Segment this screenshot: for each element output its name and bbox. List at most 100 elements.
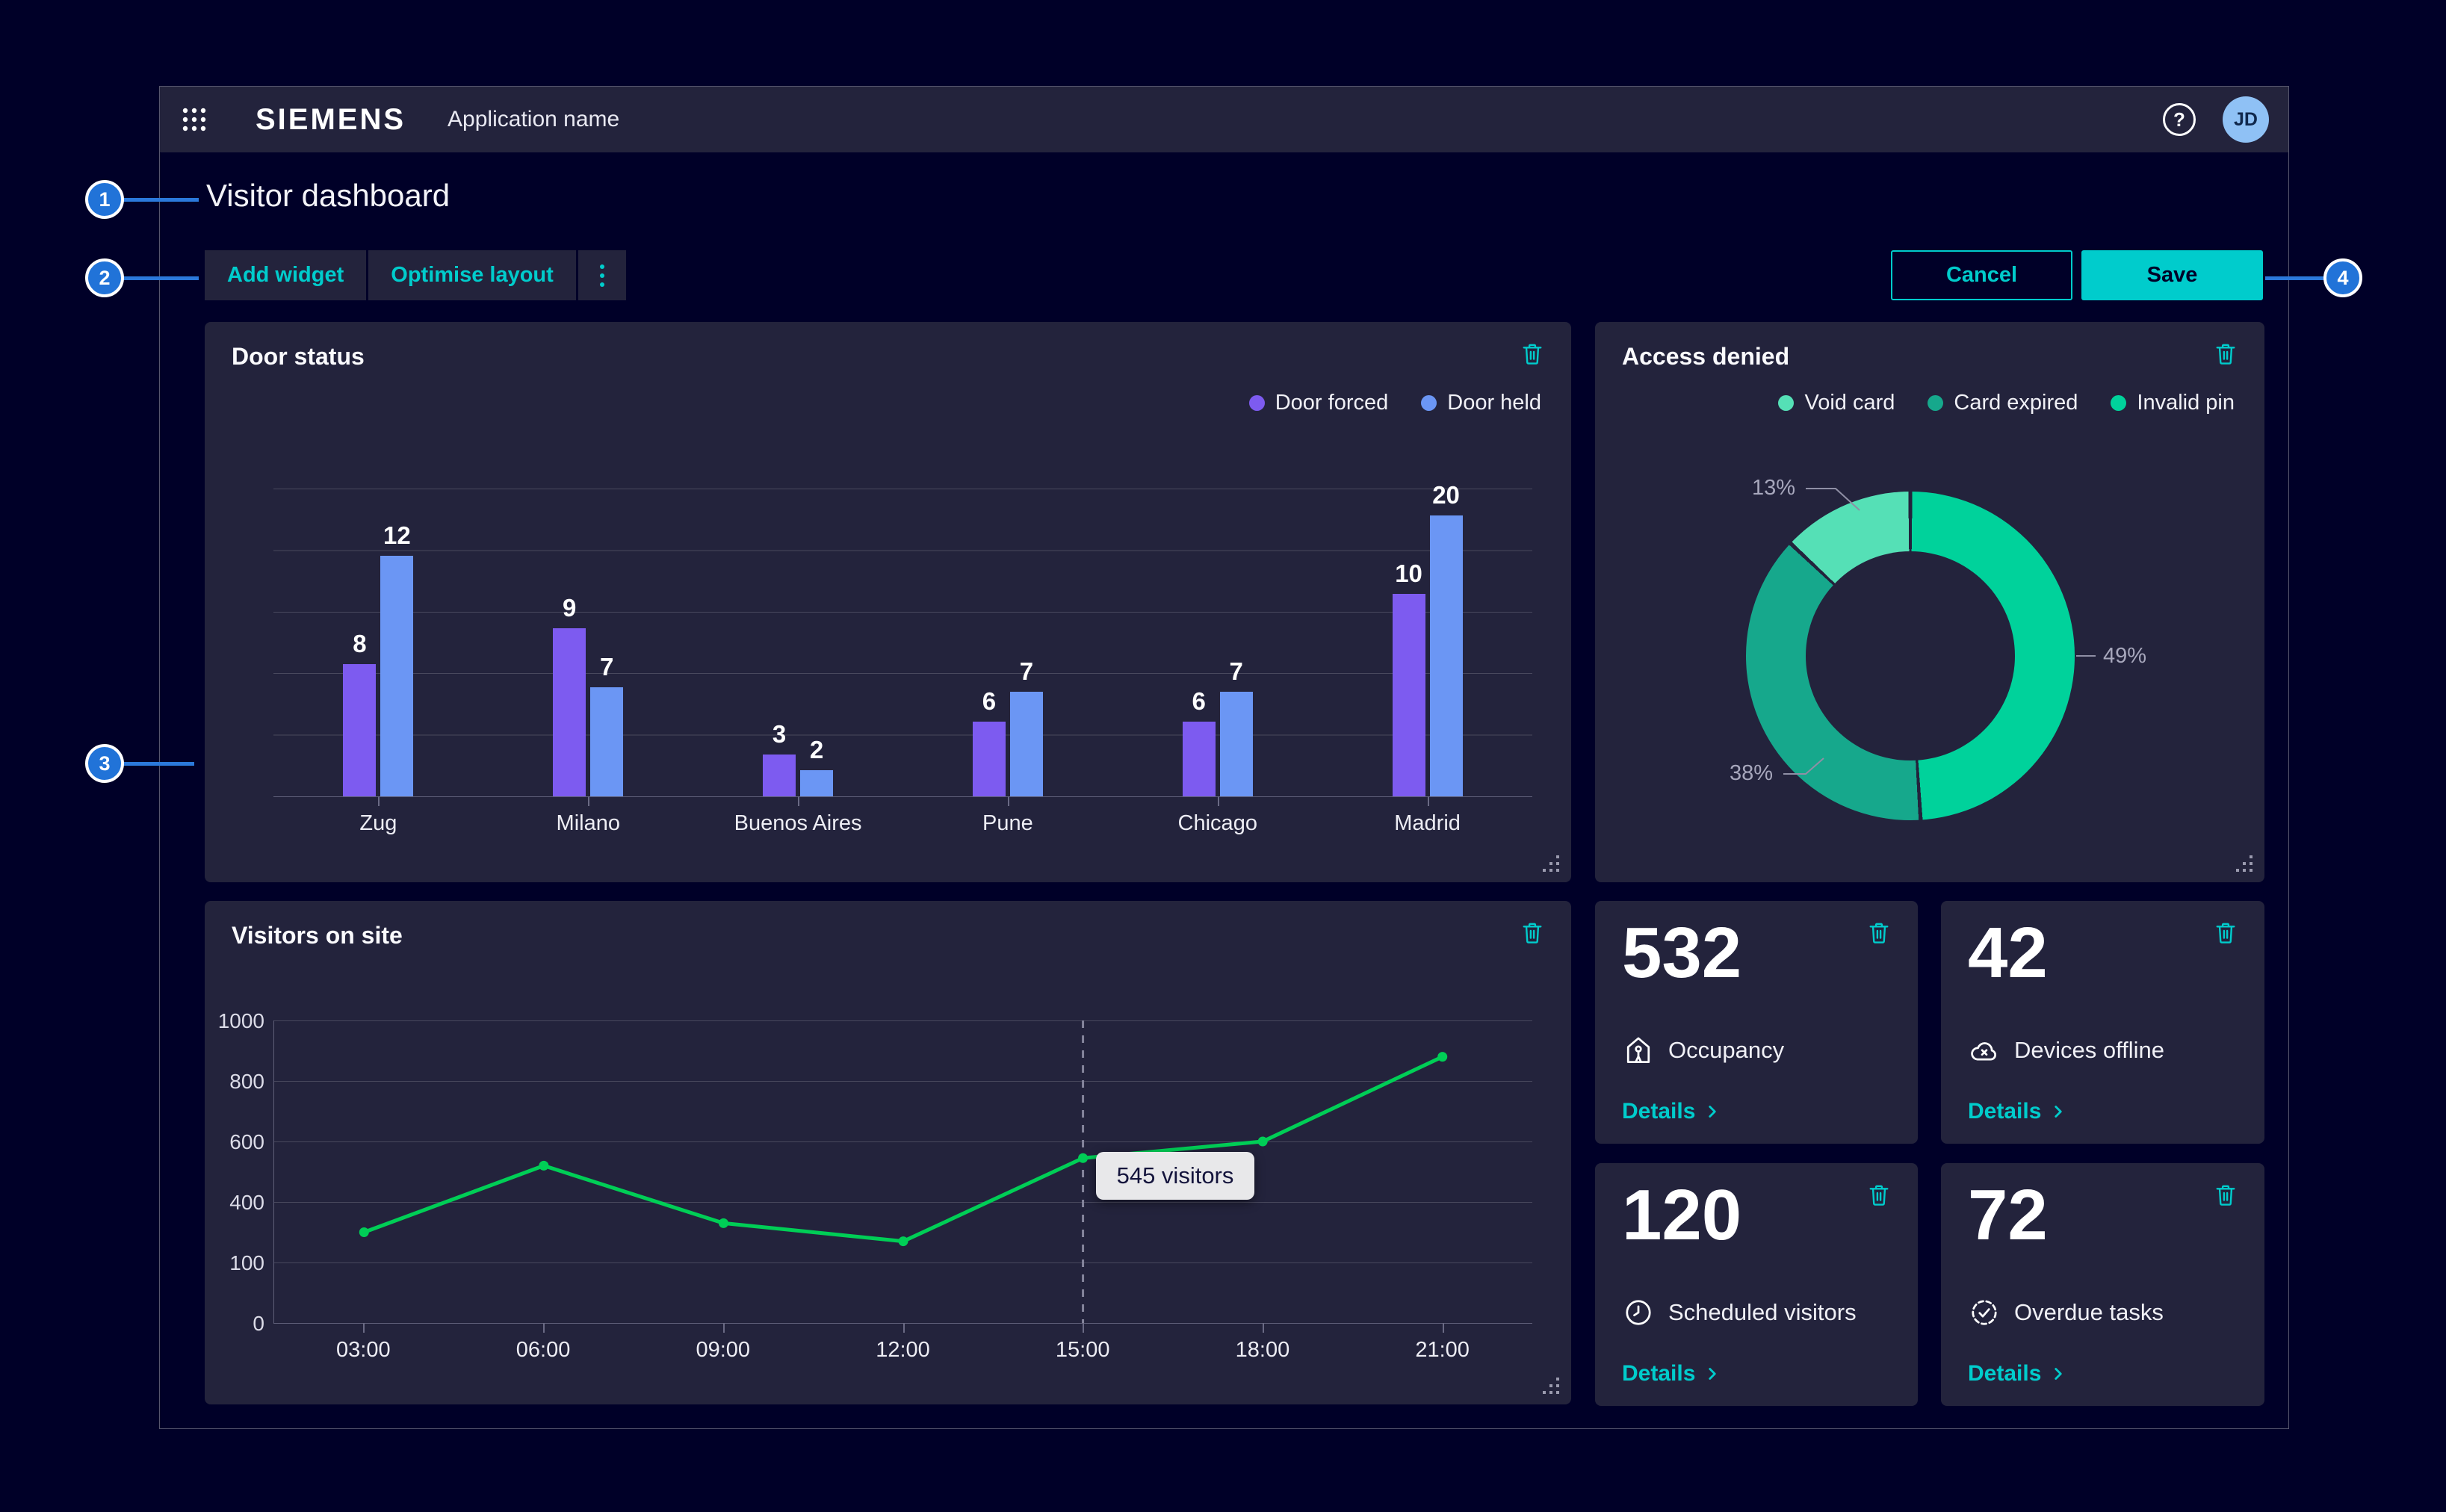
- legend-item: Door forced: [1248, 391, 1388, 415]
- bar-value-label: 7: [1229, 657, 1243, 685]
- x-axis-tick-label: 06:00: [515, 1338, 571, 1362]
- app-header: SIEMENS Application name ? JD: [160, 87, 2288, 152]
- user-avatar[interactable]: JD: [2223, 96, 2269, 143]
- application-name: Application name: [448, 107, 620, 131]
- legend-dot: [2111, 395, 2127, 411]
- legend-dot: [1778, 395, 1795, 411]
- bar-axis-ticks: [273, 796, 1532, 807]
- bar-group: 10 20: [1392, 481, 1463, 796]
- save-button[interactable]: Save: [2081, 250, 2263, 300]
- dashboard-grid: Door status Door forced Door held 8 12 9 7 3 2…: [205, 322, 2264, 1413]
- stat-value: 72: [1968, 1175, 2048, 1255]
- delete-widget-button[interactable]: [1866, 916, 1900, 950]
- occupancy-card: 532 Occupancy Details: [1595, 901, 1918, 1144]
- donut-chart: [1746, 492, 2075, 820]
- help-icon[interactable]: ?: [2163, 103, 2196, 136]
- details-link[interactable]: Details: [1622, 1361, 1722, 1386]
- x-axis-tick-label: 18:00: [1235, 1338, 1290, 1362]
- stat-label: Occupancy: [1668, 1037, 1785, 1063]
- access-denied-legend: Void card Card expired Invalid pin: [1778, 391, 2235, 415]
- resize-handle[interactable]: [2235, 854, 2255, 875]
- trash-icon: [1519, 920, 1546, 946]
- occupancy-icon: [1622, 1034, 1655, 1067]
- delete-widget-button[interactable]: [1866, 1178, 1900, 1212]
- resize-dots-icon: [1541, 1376, 1562, 1397]
- donut-hole: [1806, 551, 2015, 760]
- devices-offline-card: 42 Devices offline Details: [1941, 901, 2264, 1144]
- siemens-logo: SIEMENS: [256, 102, 406, 136]
- bar[interactable]: [763, 755, 796, 796]
- chevron-right-icon: [1703, 1102, 1722, 1121]
- more-options-button[interactable]: [578, 250, 626, 300]
- trash-icon: [1866, 920, 1892, 946]
- app-window: SIEMENS Application name ? JD Visitor da…: [159, 86, 2289, 1429]
- delete-widget-button[interactable]: [2212, 1178, 2247, 1212]
- bar-category-label: Madrid: [1394, 811, 1461, 835]
- bar[interactable]: [972, 722, 1006, 796]
- donut-label-invalid-pin: 49%: [2103, 644, 2147, 668]
- bar[interactable]: [800, 770, 834, 796]
- bar-value-label: 10: [1395, 560, 1422, 587]
- delete-widget-button[interactable]: [1519, 916, 1553, 950]
- bar-category-label: Chicago: [1177, 811, 1257, 835]
- bar-value-label: 7: [600, 653, 614, 681]
- cancel-button[interactable]: Cancel: [1891, 250, 2072, 300]
- kebab-dot: [599, 273, 604, 278]
- bar[interactable]: [1009, 692, 1043, 796]
- bar[interactable]: [1429, 515, 1463, 796]
- x-axis-tick-label: 12:00: [876, 1338, 930, 1362]
- donut-callout-lines: [1783, 488, 2096, 775]
- stat-value: 42: [1968, 913, 2048, 993]
- y-axis-tick-label: 600: [229, 1130, 264, 1153]
- chart-tooltip: 545 visitors: [1096, 1152, 1254, 1200]
- trash-icon: [1866, 1182, 1892, 1209]
- device-offline-icon: [1968, 1034, 2001, 1067]
- legend-item: Door held: [1421, 391, 1541, 415]
- bar[interactable]: [590, 687, 624, 796]
- details-link[interactable]: Details: [1968, 1361, 2068, 1386]
- kebab-dot: [599, 264, 604, 269]
- bar[interactable]: [380, 556, 414, 796]
- trash-icon: [1519, 341, 1546, 368]
- stat-label: Scheduled visitors: [1668, 1299, 1857, 1325]
- line-x-axis-labels: 03:00 06:00 09:00 12:00 15:00 18:00 21:00: [273, 1338, 1532, 1365]
- annotation-badge-1: 1: [85, 180, 124, 219]
- resize-handle[interactable]: [1541, 1376, 1562, 1397]
- add-widget-button[interactable]: Add widget: [205, 250, 367, 300]
- x-axis-tick-label: 21:00: [1415, 1338, 1470, 1362]
- y-axis-tick-label: 100: [229, 1251, 264, 1274]
- delete-widget-button[interactable]: [1519, 337, 1553, 371]
- annotation-badge-3: 3: [85, 744, 124, 783]
- optimise-layout-button[interactable]: Optimise layout: [368, 250, 576, 300]
- details-link[interactable]: Details: [1968, 1099, 2068, 1124]
- delete-widget-button[interactable]: [2212, 916, 2247, 950]
- chevron-right-icon: [2049, 1364, 2068, 1384]
- page-title: Visitor dashboard: [206, 178, 451, 213]
- visitors-on-site-widget: Visitors on site 1000 800 600 400 100 0 03:00…: [205, 901, 1571, 1404]
- legend-dot: [1421, 395, 1437, 411]
- donut-label-void-card: 13%: [1751, 476, 1795, 500]
- line-y-axis-labels: 1000 800 600 400 100 0: [209, 1009, 264, 1335]
- toolbar: Add widget Optimise layout Cancel Save: [205, 250, 2263, 300]
- app-launcher-grid-icon[interactable]: [179, 105, 209, 134]
- bar-value-label: 7: [1019, 657, 1034, 685]
- x-axis-tick-label: 15:00: [1055, 1338, 1110, 1362]
- door-status-legend: Door forced Door held: [1248, 391, 1541, 415]
- y-axis-tick-label: 400: [229, 1191, 264, 1214]
- bar[interactable]: [1219, 692, 1253, 796]
- bar[interactable]: [343, 664, 377, 796]
- annotation-badge-4: 4: [2323, 258, 2362, 297]
- annotation-line-2: [123, 276, 199, 280]
- bar[interactable]: [1182, 722, 1216, 796]
- annotation-line-4: [2265, 276, 2325, 280]
- save-actions-group: Cancel Save: [1891, 250, 2263, 300]
- bar[interactable]: [1392, 594, 1425, 796]
- resize-dots-icon: [2235, 854, 2255, 875]
- bar[interactable]: [553, 628, 586, 796]
- resize-handle[interactable]: [1541, 854, 1562, 875]
- details-link[interactable]: Details: [1622, 1099, 1722, 1124]
- widget-title: Access denied: [1622, 343, 1790, 370]
